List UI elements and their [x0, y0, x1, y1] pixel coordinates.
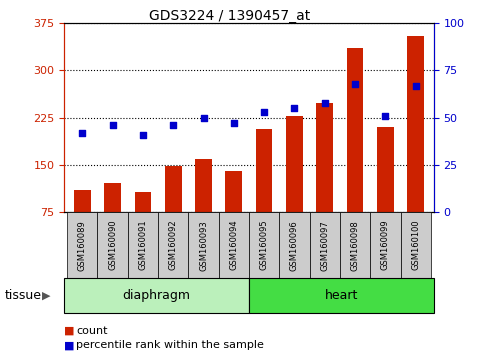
- Text: GSM160094: GSM160094: [229, 220, 238, 270]
- Text: ▶: ▶: [42, 291, 50, 301]
- Bar: [188, 212, 219, 278]
- Point: [382, 113, 389, 119]
- Bar: [67, 212, 98, 278]
- Bar: [347, 48, 363, 212]
- Bar: [400, 212, 431, 278]
- Bar: [256, 129, 273, 212]
- Point: [139, 132, 147, 138]
- Bar: [370, 212, 400, 278]
- Text: GSM160089: GSM160089: [78, 220, 87, 270]
- Point: [351, 81, 359, 86]
- Bar: [377, 127, 394, 212]
- Text: GSM160098: GSM160098: [351, 220, 359, 270]
- Bar: [310, 212, 340, 278]
- Text: heart: heart: [325, 289, 358, 302]
- Text: GSM160099: GSM160099: [381, 220, 390, 270]
- Bar: [64, 278, 249, 313]
- Bar: [279, 212, 310, 278]
- Point: [230, 121, 238, 126]
- Text: percentile rank within the sample: percentile rank within the sample: [76, 340, 264, 350]
- Text: GSM160093: GSM160093: [199, 220, 208, 270]
- Text: GSM160090: GSM160090: [108, 220, 117, 270]
- Point: [108, 122, 116, 128]
- Bar: [135, 192, 151, 212]
- Bar: [317, 103, 333, 212]
- Bar: [249, 212, 279, 278]
- Point: [321, 100, 329, 105]
- Bar: [195, 159, 212, 212]
- Text: GSM160100: GSM160100: [411, 220, 420, 270]
- Bar: [219, 212, 249, 278]
- Point: [78, 130, 86, 136]
- Bar: [98, 212, 128, 278]
- Bar: [128, 212, 158, 278]
- Point: [290, 105, 298, 111]
- Bar: [340, 212, 370, 278]
- Point: [200, 115, 208, 120]
- Text: GSM160092: GSM160092: [169, 220, 177, 270]
- Bar: [74, 190, 91, 212]
- Text: GDS3224 / 1390457_at: GDS3224 / 1390457_at: [148, 9, 310, 23]
- Text: GSM160091: GSM160091: [139, 220, 147, 270]
- Text: ■: ■: [64, 326, 74, 336]
- Text: GSM160096: GSM160096: [290, 220, 299, 270]
- Point: [169, 122, 177, 128]
- Bar: [407, 36, 424, 212]
- Point: [260, 109, 268, 115]
- Bar: [286, 116, 303, 212]
- Point: [412, 83, 420, 88]
- Bar: [165, 166, 181, 212]
- Text: diaphragm: diaphragm: [123, 289, 190, 302]
- Bar: [249, 278, 434, 313]
- Bar: [104, 183, 121, 212]
- Text: GSM160095: GSM160095: [260, 220, 269, 270]
- Text: ■: ■: [64, 340, 74, 350]
- Text: count: count: [76, 326, 108, 336]
- Bar: [225, 171, 242, 212]
- Text: GSM160097: GSM160097: [320, 220, 329, 270]
- Text: tissue: tissue: [5, 289, 42, 302]
- Bar: [158, 212, 188, 278]
